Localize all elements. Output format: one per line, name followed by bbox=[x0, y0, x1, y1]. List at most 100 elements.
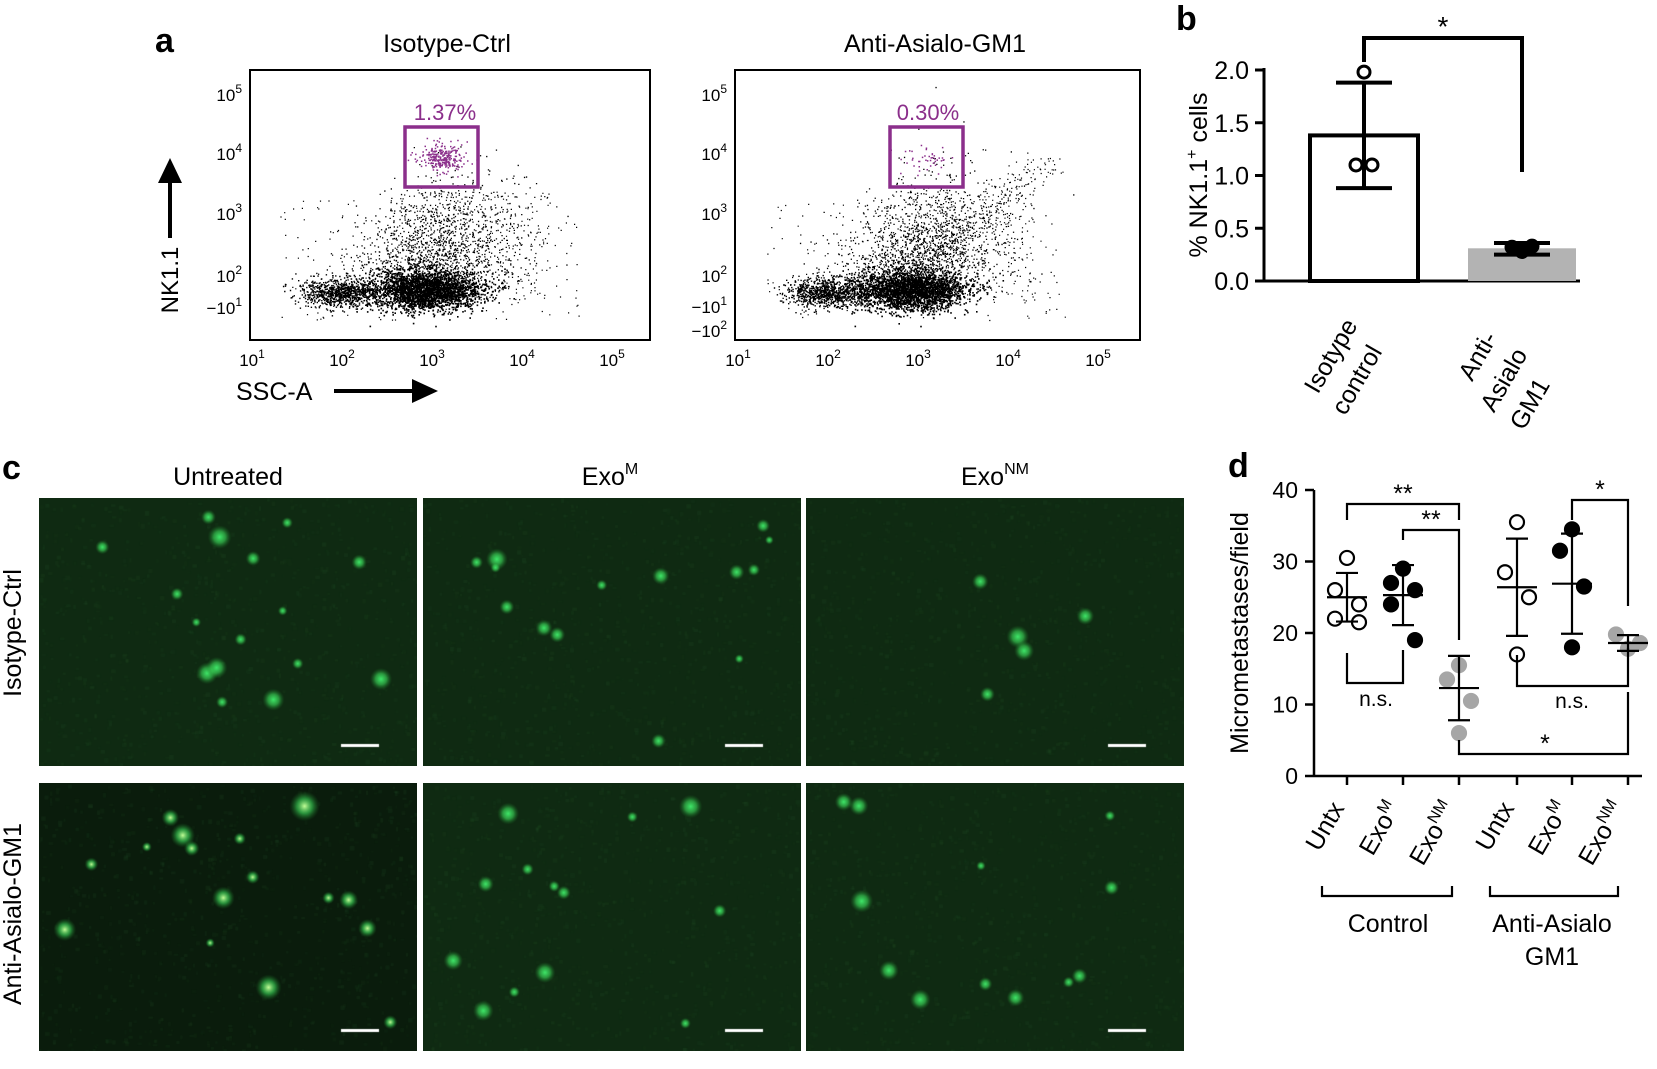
tick-label: 102 bbox=[329, 347, 355, 370]
micrograph-isotype-untreated bbox=[39, 498, 417, 766]
nk11-axis-label: NK1.1 bbox=[157, 247, 184, 314]
tick-label: 101 bbox=[725, 347, 751, 370]
sig-bracket bbox=[1457, 692, 1630, 756]
data-point bbox=[1350, 596, 1368, 613]
data-point bbox=[1382, 574, 1400, 592]
col-title-exo-nm: ExoNM bbox=[961, 461, 1029, 491]
micrograph-asialo-untreated bbox=[39, 783, 417, 1051]
ns-bracket bbox=[1345, 650, 1405, 685]
sig-label: ** bbox=[1421, 506, 1441, 534]
gate-box-1 bbox=[403, 125, 480, 189]
flow-dots-asialo bbox=[767, 86, 1075, 328]
y-axis-label: Micrometastases/field bbox=[1226, 512, 1254, 754]
micrograph-asialo-exo-m bbox=[423, 783, 801, 1051]
panel-d-label: d bbox=[1228, 447, 1249, 485]
data-point bbox=[1462, 692, 1480, 710]
row-label-asialo: Anti-Asialo-GM1 bbox=[0, 823, 27, 1005]
data-point bbox=[1575, 578, 1593, 595]
data-point bbox=[1326, 581, 1344, 599]
panel-b-label: b bbox=[1176, 0, 1197, 38]
y-tick-label: 0 bbox=[1285, 763, 1298, 789]
flow-plot-frame-1 bbox=[249, 69, 651, 341]
data-point bbox=[1563, 639, 1581, 656]
sig-bracket bbox=[1345, 502, 1461, 520]
tick-label: 103 bbox=[905, 347, 931, 370]
y-tick-label: 1.0 bbox=[1214, 163, 1249, 191]
group-label-asialo: Anti-Asialo bbox=[1492, 910, 1612, 938]
ssc-axis-label: SSC-A bbox=[236, 378, 313, 406]
tick-label: 102 bbox=[701, 263, 727, 286]
tick-label: 104 bbox=[701, 141, 727, 164]
tick-label: 102 bbox=[216, 263, 242, 286]
group-bracket-control bbox=[1320, 886, 1454, 898]
sig-bracket bbox=[1401, 528, 1461, 640]
gated-nk-dots bbox=[890, 144, 954, 177]
data-point bbox=[1348, 157, 1364, 173]
sig-label: ** bbox=[1393, 480, 1413, 508]
data-point bbox=[1338, 549, 1356, 567]
y-tick-label: 2.0 bbox=[1214, 57, 1249, 85]
significance-star: * bbox=[1438, 11, 1449, 42]
flow-y-ticks-1: 105 104 103 102 −101 bbox=[206, 82, 242, 318]
x-category-label: ExoM bbox=[1353, 797, 1406, 860]
tick-label: 105 bbox=[216, 82, 242, 105]
group-bracket-asialo bbox=[1488, 886, 1620, 898]
tick-label: −101 bbox=[691, 294, 727, 317]
nk11-arrow-head-icon bbox=[158, 158, 182, 183]
tick-label: 103 bbox=[701, 201, 727, 224]
group-label-control: Control bbox=[1348, 910, 1429, 938]
tick-label: 102 bbox=[815, 347, 841, 370]
y-tick-label: 0.5 bbox=[1214, 215, 1249, 243]
tick-label: 105 bbox=[599, 347, 625, 370]
bar-chart-b: 0.00.51.01.52.0% NK1.1+ cellsIsotypecont… bbox=[1184, 11, 1580, 434]
data-point bbox=[1450, 724, 1468, 742]
tick-label: 104 bbox=[216, 141, 242, 164]
group-label-gm1: GM1 bbox=[1525, 943, 1579, 971]
tick-label: 103 bbox=[419, 347, 445, 370]
col-title-untreated: Untreated bbox=[173, 463, 283, 491]
ssc-arrow-head-icon bbox=[412, 379, 438, 403]
col-title-exo-m: ExoM bbox=[582, 461, 638, 491]
y-tick-label: 20 bbox=[1272, 620, 1298, 646]
x-category-label: ExoNM bbox=[1572, 797, 1631, 870]
flow-dot-cloud bbox=[280, 141, 580, 328]
gate-percent-1: 1.37% bbox=[414, 100, 476, 125]
micrograph-isotype-exo-m bbox=[423, 498, 801, 766]
x-category-label: Untx bbox=[1470, 797, 1520, 856]
data-point bbox=[1438, 671, 1456, 688]
significance-bracket bbox=[1362, 36, 1524, 172]
tick-label: 103 bbox=[216, 201, 242, 224]
sig-label: * bbox=[1595, 476, 1605, 504]
data-point bbox=[1326, 610, 1344, 627]
y-tick-label: 40 bbox=[1272, 477, 1298, 503]
gate-percent-2: 0.30% bbox=[897, 100, 959, 125]
data-point bbox=[1508, 514, 1526, 531]
sig-label: * bbox=[1540, 730, 1550, 758]
micrograph-isotype-exo-nm bbox=[806, 498, 1184, 766]
tick-label: 105 bbox=[1085, 347, 1111, 370]
data-point bbox=[1524, 238, 1540, 254]
flow-dots-isotype bbox=[280, 137, 580, 328]
tick-label: −101 bbox=[206, 295, 242, 318]
micrograph-asialo-exo-nm bbox=[806, 783, 1184, 1051]
x-category-label: Untx bbox=[1300, 797, 1350, 856]
data-point bbox=[1382, 596, 1400, 613]
ns-label: n.s. bbox=[1359, 688, 1393, 711]
flow-plot-frame-2 bbox=[734, 69, 1141, 341]
flow-x-ticks-1: 101 102 103 104 105 bbox=[239, 347, 625, 370]
data-point bbox=[1496, 564, 1514, 581]
ns-label: n.s. bbox=[1555, 690, 1589, 713]
y-tick-label: 1.5 bbox=[1214, 110, 1249, 138]
y-tick-label: 10 bbox=[1272, 692, 1298, 718]
tick-label: 101 bbox=[239, 347, 265, 370]
tick-label: 105 bbox=[701, 82, 727, 105]
gated-nk-dots bbox=[407, 137, 473, 189]
x-category-label: ExoM bbox=[1522, 797, 1575, 860]
data-point bbox=[1520, 589, 1538, 606]
flow-x-ticks-2: 101 102 103 104 105 bbox=[725, 347, 1111, 370]
sig-bracket bbox=[1570, 498, 1630, 606]
panel-c-label: c bbox=[2, 449, 21, 487]
data-point bbox=[1364, 157, 1380, 173]
